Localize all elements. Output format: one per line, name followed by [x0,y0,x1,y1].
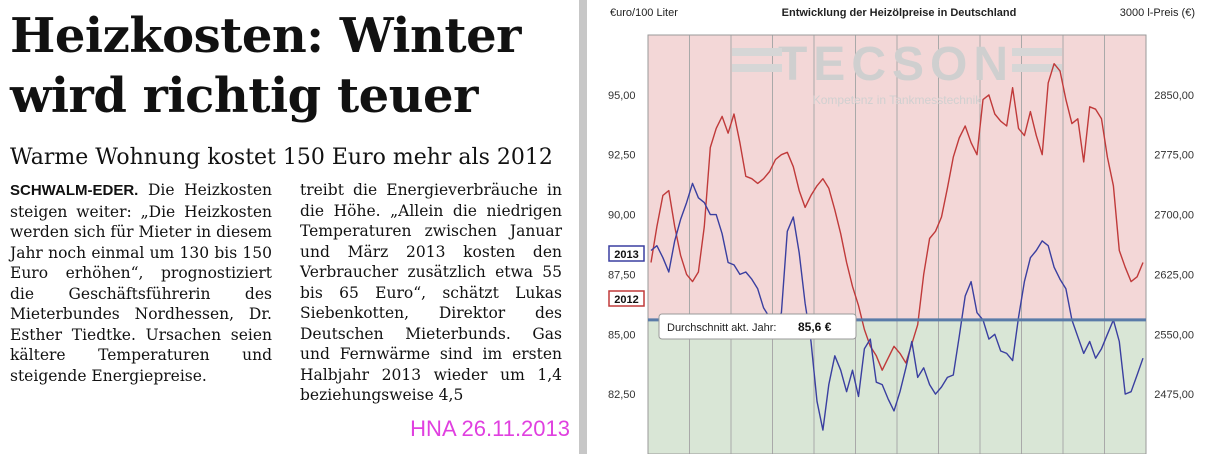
article-headline: Heizkosten: Winter wird richtig teuer [10,8,521,124]
y-tick-label: 85,00 [608,329,636,341]
article-subhead: Warme Wohnung kostet 150 Euro mehr als 2… [10,145,553,170]
y-axis-left-label: €uro/100 Liter [610,7,678,19]
y-tick-label: 82,50 [608,389,636,401]
y-tick-label: 90,00 [608,210,636,222]
chart-canvas: 82,50 2475,00 85,00 2550,00 87,50 2625,00 90,0… [608,34,1194,454]
y2-tick-label: 2700,00 [1154,210,1194,222]
watermark-logo: TECSON [778,38,1014,91]
series-tag-2013: 2013 [614,249,638,261]
article-dateline: SCHWALM-EDER. [10,182,139,199]
y-tick-label: 92,50 [608,150,636,162]
series-tag-2012: 2012 [614,294,638,306]
y2-tick-label: 2475,00 [1154,389,1194,401]
chart-title: Entwicklung der Heizölpreise in Deutschl… [781,7,1017,19]
heating-oil-price-chart: €uro/100 Liter Entwicklung der Heizölpre… [587,0,1211,454]
series-tag-box-2012 [608,290,645,307]
y-axis-right-label: 3000 l-Preis (€) [1119,7,1195,19]
plot-frame [647,34,1147,454]
y2-tick-label: 2550,00 [1154,329,1194,341]
article-column-1-text: Die Heizkosten steigen weiter: „Die Heiz… [10,181,272,385]
image-divider [579,0,587,454]
series-line-2012 [650,63,1144,371]
source-caption: HNA 26.11.2013 [410,416,570,441]
watermark-bar [732,48,782,56]
y2-tick-label: 2625,00 [1154,269,1194,281]
watermark-bar [1012,48,1062,56]
watermark-bar [1012,64,1062,72]
newspaper-clipping: Heizkosten: Winter wird richtig teuer Wa… [0,0,578,454]
watermark-bar [732,64,782,72]
watermark-tagline: Kompetenz in Tankmesstechnik [813,93,983,107]
y-tick-label: 87,50 [608,269,636,281]
average-tooltip-box [658,313,857,340]
average-label: Durchschnitt akt. Jahr: [667,322,776,334]
article-column-1: SCHWALM-EDER. Die Heizkosten steigen wei… [10,180,272,386]
y2-tick-label: 2850,00 [1154,90,1194,102]
y2-tick-label: 2775,00 [1154,150,1194,162]
article-column-2: treibt die Energieverbräuche in die Höhe… [300,181,562,404]
y-tick-label: 95,00 [608,90,636,102]
average-value: 85,6 € [798,320,832,334]
series-line-2013 [650,182,1144,431]
series-tag-box-2013 [608,245,645,262]
